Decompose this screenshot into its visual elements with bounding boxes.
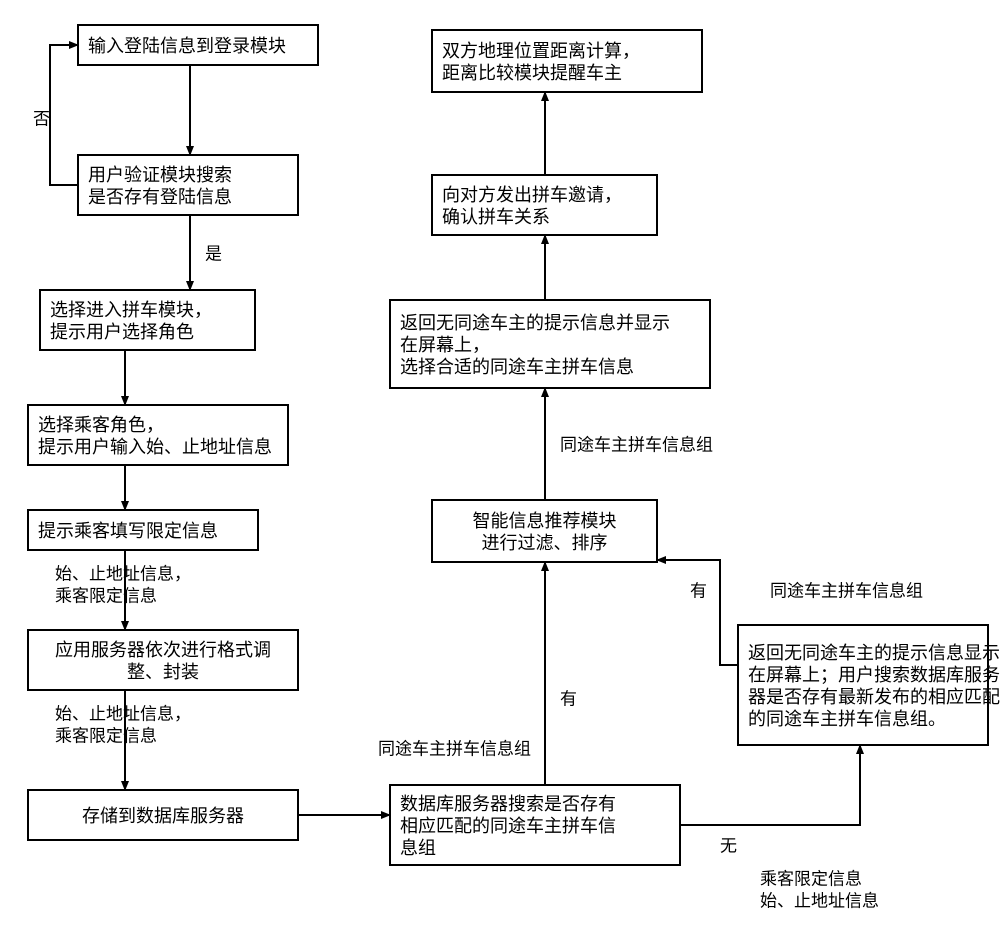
edge-e11 <box>657 560 738 665</box>
edge-label-e2: 否 <box>33 109 50 128</box>
edge-label-e12: 同途车主拼车信息组 <box>560 435 713 454</box>
node-text-n7-0: 存储到数据库服务器 <box>82 806 244 826</box>
edge-label2-e9-1: 始、止地址信息 <box>760 891 879 910</box>
flow-node-n9: 返回无同途车主的提示信息显示在屏幕上；用户搜索数据库服务器是否存有最新发布的相应… <box>738 625 1000 745</box>
flow-node-n13: 双方地理位置距离计算，距离比较模块提醒车主 <box>432 30 702 92</box>
edge-e9 <box>680 745 860 825</box>
node-text-n8-2: 息组 <box>400 838 436 858</box>
node-text-n9-3: 的同途车主拼车信息组。 <box>748 709 946 729</box>
flow-node-n10: 智能信息推荐模块进行过滤、排序 <box>432 500 657 562</box>
flow-node-n3: 选择进入拼车模块，提示用户选择角色 <box>40 290 255 350</box>
node-text-n9-1: 在屏幕上；用户搜索数据库服务 <box>748 665 1000 685</box>
edge-e2 <box>50 45 78 185</box>
flow-node-n2: 用户验证模块搜索是否存有登陆信息 <box>78 155 298 215</box>
node-text-n13-1: 距离比较模块提醒车主 <box>442 63 622 83</box>
flow-node-n1: 输入登陆信息到登录模块 <box>78 25 318 65</box>
node-text-n10-0: 智能信息推荐模块 <box>473 511 617 531</box>
node-text-n11-2: 选择合适的同途车主拼车信息 <box>400 357 634 377</box>
node-text-n12-1: 确认拼车关系 <box>442 207 550 227</box>
node-text-n11-0: 返回无同途车主的提示信息并显示 <box>400 313 670 333</box>
node-text-n3-0: 选择进入拼车模块， <box>50 300 212 320</box>
node-text-n5-0: 提示乘客填写限定信息 <box>38 521 218 541</box>
flow-node-n7: 存储到数据库服务器 <box>28 790 298 840</box>
node-text-n11-1: 在屏幕上， <box>400 335 490 355</box>
node-text-n4-0: 选择乘客角色， <box>38 415 164 435</box>
edge-label-e6-1: 乘客限定信息 <box>55 586 157 605</box>
edge-label-e9: 无 <box>720 836 737 855</box>
flow-node-n12: 向对方发出拼车邀请，确认拼车关系 <box>432 175 657 235</box>
flow-node-n11: 返回无同途车主的提示信息并显示在屏幕上，选择合适的同途车主拼车信息 <box>390 300 710 388</box>
node-text-n10-1: 进行过滤、排序 <box>482 533 608 553</box>
edge-label-e7-1: 乘客限定信息 <box>55 726 157 745</box>
node-text-n12-0: 向对方发出拼车邀请， <box>442 185 622 205</box>
edge-label-e10: 有 <box>560 689 577 708</box>
node-text-n3-1: 提示用户选择角色 <box>50 322 194 342</box>
node-text-n2-0: 用户验证模块搜索 <box>88 165 232 185</box>
node-text-n2-1: 是否存有登陆信息 <box>88 187 232 207</box>
node-text-n8-1: 相应匹配的同途车主拼车信 <box>400 816 616 836</box>
edge-label-e3: 是 <box>205 244 222 263</box>
node-text-n8-0: 数据库服务器搜索是否存有 <box>400 794 616 814</box>
flow-node-n8: 数据库服务器搜索是否存有相应匹配的同途车主拼车信息组 <box>390 785 680 865</box>
node-text-n9-0: 返回无同途车主的提示信息显示 <box>748 643 1000 663</box>
node-text-n13-0: 双方地理位置距离计算， <box>442 41 640 61</box>
flow-node-n4: 选择乘客角色，提示用户输入始、止地址信息 <box>28 405 288 465</box>
node-text-n4-1: 提示用户输入始、止地址信息 <box>38 437 272 457</box>
edge-label2-e10: 同途车主拼车信息组 <box>378 739 531 758</box>
flow-node-n5: 提示乘客填写限定信息 <box>28 510 258 550</box>
edge-label-e6-0: 始、止地址信息， <box>55 564 191 583</box>
node-text-n6-1: 整、封装 <box>127 662 199 682</box>
node-text-n9-2: 器是否存有最新发布的相应匹配 <box>748 687 1000 707</box>
edge-label2-e11: 同途车主拼车信息组 <box>770 581 923 600</box>
edge-label-e7-0: 始、止地址信息， <box>55 704 191 723</box>
edge-label-e11: 有 <box>690 581 707 600</box>
edge-label2-e9-0: 乘客限定信息 <box>760 869 862 888</box>
node-text-n6-0: 应用服务器依次进行格式调 <box>55 640 271 660</box>
node-text-n1-0: 输入登陆信息到登录模块 <box>88 36 286 56</box>
flow-node-n6: 应用服务器依次进行格式调整、封装 <box>28 630 298 690</box>
